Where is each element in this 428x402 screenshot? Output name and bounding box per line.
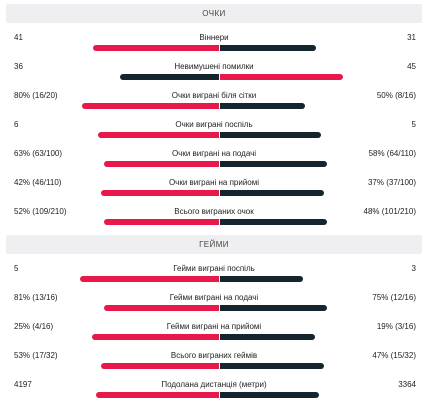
away-player-bar: [220, 45, 316, 51]
stat-row: 42% (46/110) Очки виграні на прийомі 37% (…: [0, 178, 428, 200]
home-player-value: 41: [14, 33, 23, 42]
stat-row: 4197 Подолана дистанція (метри) 3364: [0, 380, 428, 402]
stat-label: Подолана дистанція (метри): [161, 380, 267, 389]
away-player-bar: [220, 276, 303, 282]
away-player-bar: [220, 103, 305, 109]
home-player-bar: [120, 74, 219, 80]
stat-row: 52% (109/210) Всього виграних очок 48% (10…: [0, 207, 428, 229]
home-player-bar: [104, 305, 219, 311]
home-player-value: 4197: [14, 380, 32, 389]
stat-row: 80% (16/20) Очки виграні біля сітки 50% (8…: [0, 91, 428, 113]
home-player-value: 25% (4/16): [14, 322, 54, 331]
home-player-bar: [82, 103, 219, 109]
away-player-value: 3364: [398, 380, 416, 389]
away-player-bar: [220, 334, 315, 340]
away-player-bar: [220, 190, 324, 196]
away-player-value: 3: [411, 264, 416, 273]
stat-label: Очки виграні на прийомі: [168, 178, 260, 187]
away-player-value: 50% (8/16): [376, 91, 416, 100]
stat-row: 6 Очки виграні поспіль 5: [0, 120, 428, 142]
away-player-value: 31: [407, 33, 416, 42]
away-player-value: 37% (37/100): [367, 178, 416, 187]
home-player-value: 53% (17/32): [14, 351, 58, 360]
stat-label: Всього виграних очок: [174, 207, 254, 216]
stat-label: Гейми виграні на подачі: [169, 293, 259, 302]
home-player-bar: [93, 45, 219, 51]
away-player-bar: [220, 219, 327, 225]
stat-label: Очки виграні біля сітки: [171, 91, 257, 100]
away-player-value: 45: [407, 62, 416, 71]
stat-row: 41 Віннери 31: [0, 33, 428, 55]
stat-row: 53% (17/32) Всього виграних геймів 47% (15…: [0, 351, 428, 373]
home-player-bar: [104, 219, 219, 225]
points-section-title: ОЧКИ: [202, 9, 226, 18]
home-player-bar: [98, 132, 219, 138]
home-player-bar: [92, 334, 219, 340]
stat-label: Очки виграні на подачі: [171, 149, 257, 158]
games-section-title: ГЕЙМИ: [199, 240, 229, 249]
home-player-value: 63% (63/100): [14, 149, 63, 158]
home-player-value: 5: [14, 264, 19, 273]
stat-label: Віннери: [199, 33, 229, 42]
away-player-value: 58% (64/110): [368, 149, 416, 158]
home-player-bar: [101, 363, 219, 369]
away-player-bar: [220, 161, 327, 167]
stat-label: Невимушені помилки: [174, 62, 254, 71]
away-player-value: 75% (12/16): [372, 293, 416, 302]
stat-label: Очки виграні поспіль: [175, 120, 253, 129]
stat-label: Всього виграних геймів: [170, 351, 258, 360]
home-player-value: 80% (16/20): [14, 91, 58, 100]
away-player-bar: [220, 392, 319, 398]
home-player-bar: [96, 392, 219, 398]
home-player-value: 36: [14, 62, 23, 71]
home-player-bar: [80, 276, 219, 282]
home-player-value: 42% (46/110): [14, 178, 62, 187]
stat-row: 63% (63/100) Очки виграні на подачі 58% (6…: [0, 149, 428, 171]
stat-row: 5 Гейми виграні поспіль 3: [0, 264, 428, 286]
stat-row: 36 Невимушені помилки 45: [0, 62, 428, 84]
away-player-bar: [220, 132, 321, 138]
away-player-value: 5: [411, 120, 416, 129]
points-section-header: ОЧКИ: [6, 4, 422, 23]
stat-row: 81% (13/16) Гейми виграні на подачі 75% (1…: [0, 293, 428, 315]
stat-label: Гейми виграні поспіль: [173, 264, 255, 273]
away-player-bar: [220, 363, 324, 369]
home-player-bar: [104, 161, 219, 167]
stat-row: 25% (4/16) Гейми виграні на прийомі 19% (3…: [0, 322, 428, 344]
home-player-bar: [101, 190, 219, 196]
home-player-value: 52% (109/210): [14, 207, 67, 216]
home-player-value: 6: [14, 120, 19, 129]
stat-label: Гейми виграні на прийомі: [166, 322, 262, 331]
away-player-value: 19% (3/16): [376, 322, 416, 331]
home-player-value: 81% (13/16): [14, 293, 58, 302]
away-player-bar: [220, 305, 327, 311]
games-section-header: ГЕЙМИ: [6, 235, 422, 254]
away-player-bar: [220, 74, 343, 80]
away-player-value: 47% (15/32): [372, 351, 416, 360]
away-player-value: 48% (101/210): [363, 207, 416, 216]
